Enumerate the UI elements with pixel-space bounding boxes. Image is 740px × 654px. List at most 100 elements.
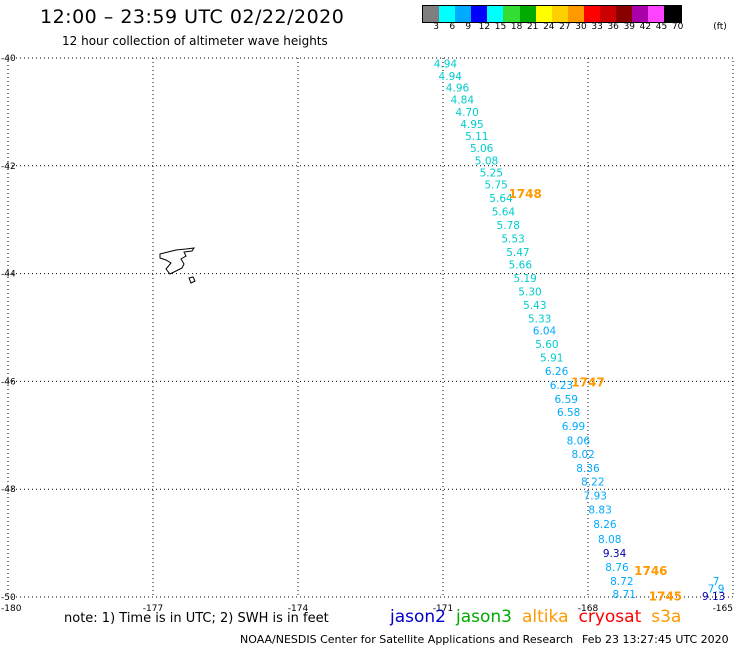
satellite-legend-item: cryosat: [578, 607, 642, 627]
latitude-tick-label: -42: [1, 162, 16, 172]
colorbar-swatch: [648, 6, 665, 22]
wave-height-value: 5.43: [523, 300, 546, 312]
colorbar-label: 18: [510, 22, 523, 32]
wave-height-value: 8.76: [605, 562, 629, 574]
wave-height-value: 8.71: [613, 589, 636, 601]
colorbar-swatch: [519, 6, 536, 22]
wave-height-value: 5.60: [535, 339, 558, 351]
wave-height-value: 8.08: [598, 534, 621, 546]
wave-height-value: 5.64: [489, 193, 513, 205]
colorbar-label: 3: [433, 22, 439, 32]
footer-timestamp: Feb 23 13:27:45 UTC 2020: [582, 633, 729, 646]
longitude-tick-label: -177: [143, 604, 163, 614]
wave-height-value: 8.72: [610, 576, 633, 588]
colorbar-label: 42: [639, 22, 652, 32]
satellite-legend-item: altika: [522, 607, 569, 627]
longitude-tick-label: -171: [433, 604, 453, 614]
latitude-tick-label: -40: [1, 54, 16, 64]
wave-height-value: 7: [713, 576, 720, 588]
colorbar-swatch: [632, 6, 649, 22]
colorbar-label: 12: [478, 22, 491, 32]
footer-credits: NOAA/NESDIS Center for Satellite Applica…: [240, 633, 574, 646]
colorbar-unit: (ft): [713, 22, 727, 32]
colorbar-swatch: [600, 6, 617, 22]
island-outline: [159, 247, 196, 275]
pass-time-label: 1745: [649, 589, 682, 603]
colorbar-label: 24: [543, 22, 555, 32]
wave-height-value: 6.99: [562, 421, 585, 433]
colorbar-label: 45: [655, 22, 668, 32]
wave-height-value: 4.94: [439, 71, 463, 83]
colorbar-swatch: [551, 6, 568, 22]
wave-height-value: 5.11: [465, 131, 488, 143]
longitude-tick-label: -180: [1, 604, 22, 614]
wave-height-value: 8.26: [593, 519, 617, 531]
satellite-legend-item: jason3: [456, 607, 512, 627]
colorbar-label: 27: [559, 22, 571, 32]
wave-height-value: 4.70: [455, 107, 478, 119]
footer-note: note: 1) Time is in UTC; 2) SWH is in fe…: [64, 611, 329, 626]
wave-height-value: 5.08: [475, 155, 498, 167]
satellite-legend-item: s3a: [651, 607, 682, 627]
wave-height-value: 8.06: [567, 436, 591, 448]
colorbar-swatch: [487, 6, 504, 22]
colorbar-label: 21: [526, 22, 539, 32]
satellite-legend-item: jason2: [390, 607, 446, 627]
map-frame: [7, 57, 734, 598]
latitude-tick-label: -50: [1, 593, 16, 603]
island-outline: [188, 276, 196, 284]
wave-height-value: 6.59: [555, 394, 578, 406]
colorbar-swatch: [567, 6, 584, 22]
wave-height-value: 8.83: [588, 505, 611, 517]
wave-height-value: 4.95: [460, 119, 483, 131]
longitude-tick-label: -174: [288, 604, 309, 614]
wave-height-value: 5.66: [509, 259, 533, 271]
colorbar-swatch: [503, 6, 520, 22]
wave-height-value: 8.36: [576, 463, 600, 475]
colorbar-label: 36: [607, 22, 619, 32]
wave-height-value: 5.25: [480, 167, 503, 179]
latitude-tick-label: -44: [1, 270, 16, 280]
colorbar-swatch: [616, 6, 633, 22]
longitude-tick-label: -165: [713, 604, 733, 614]
wave-height-value: 6.26: [545, 366, 569, 378]
colorbar-swatch: [423, 6, 440, 22]
colorbar-swatch: [535, 6, 552, 22]
colorbar-swatch: [439, 6, 456, 22]
wave-height-value: 8.02: [571, 449, 594, 461]
page-title: 12:00 – 23:59 UTC 02/22/2020: [40, 6, 345, 28]
wave-height-value: 6.23: [550, 380, 573, 392]
wave-height-value: 5.75: [484, 180, 507, 192]
wave-height-value: 9.13: [702, 591, 725, 603]
wave-height-value: 5.64: [492, 207, 516, 219]
wave-height-value: 5.19: [513, 273, 536, 285]
colorbar: [422, 5, 682, 23]
colorbar-label: 9: [465, 22, 472, 32]
colorbar-swatch: [664, 6, 681, 22]
wave-height-value: 7.93: [584, 491, 607, 503]
wave-height-value: 6.58: [557, 407, 580, 419]
colorbar-swatch: [471, 6, 488, 22]
longitude-tick-label: -168: [578, 604, 599, 614]
colorbar-label: 30: [575, 22, 587, 32]
wave-height-value: 4.94: [434, 58, 458, 70]
page-subtitle: 12 hour collection of altimeter wave hei…: [62, 34, 328, 48]
wave-height-value: 5.91: [540, 353, 563, 365]
wave-height-value: 6.04: [533, 326, 557, 338]
wave-height-value: 9.34: [603, 548, 627, 560]
wave-height-value: 5.78: [497, 220, 520, 232]
wave-height-value: 7.9: [708, 583, 725, 595]
wave-height-value: 4.96: [446, 83, 470, 95]
colorbar-label: 33: [591, 22, 603, 32]
wave-height-value: 5.30: [518, 286, 541, 298]
colorbar-swatch: [455, 6, 472, 22]
colorbar-labels: 3 6 9 12 15 18 21 24 27 30 33 36 39 42 45 70 (ft): [422, 22, 732, 36]
latitude-tick-label: -46: [1, 377, 16, 387]
wave-height-value: 5.47: [506, 247, 529, 259]
colorbar-label: 15: [494, 22, 507, 32]
wave-height-value: 4.84: [451, 95, 475, 107]
pass-time-label: 1747: [571, 375, 604, 389]
wave-height-value: 8.22: [581, 477, 604, 489]
